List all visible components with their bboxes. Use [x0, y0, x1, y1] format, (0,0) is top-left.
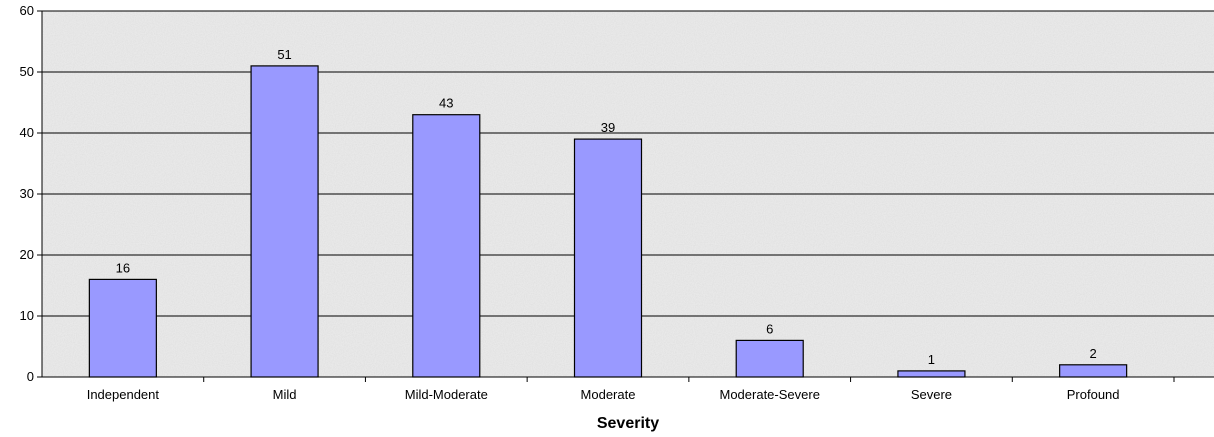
data-label: 16	[116, 260, 130, 275]
data-label: 2	[1090, 346, 1097, 361]
x-tick-label: Severe	[911, 387, 952, 402]
y-tick-label: 50	[20, 64, 34, 79]
data-labels: 16 51 43 39 6 1 2	[116, 47, 1097, 367]
x-tick-label: Mild	[273, 387, 297, 402]
x-tick-label: Mild-Moderate	[405, 387, 488, 402]
y-tick-label: 60	[20, 3, 34, 18]
x-tick-labels: Independent Mild Mild-Moderate Moderate Mode…	[87, 387, 1120, 402]
y-tick-label: 30	[20, 186, 34, 201]
data-label: 39	[601, 120, 615, 135]
y-tick-label: 20	[20, 247, 34, 262]
bar-independent	[88, 278, 157, 378]
bar-moderate	[573, 138, 643, 378]
y-tick-label: 0	[27, 369, 34, 384]
x-axis-title: Severity	[597, 415, 659, 432]
y-tick-label: 40	[20, 125, 34, 140]
bar-mild-moderate	[412, 114, 481, 378]
bar-severe	[897, 370, 966, 378]
data-label: 1	[928, 352, 935, 367]
x-tick-label: Independent	[87, 387, 160, 402]
data-label: 43	[439, 96, 453, 111]
y-tick-label: 10	[20, 308, 34, 323]
bar-moderate-severe	[735, 339, 804, 378]
x-tick-label: Profound	[1067, 387, 1120, 402]
bar-mild	[250, 65, 319, 378]
x-tick-label: Moderate-Severe	[719, 387, 819, 402]
axes	[37, 10, 1214, 382]
x-tick-label: Moderate	[581, 387, 636, 402]
bar-profound	[1059, 364, 1128, 378]
bars	[88, 65, 1128, 378]
y-tick-labels: 0 10 20 30 40 50 60	[20, 3, 34, 384]
data-label: 6	[766, 321, 773, 336]
data-label: 51	[277, 47, 291, 62]
